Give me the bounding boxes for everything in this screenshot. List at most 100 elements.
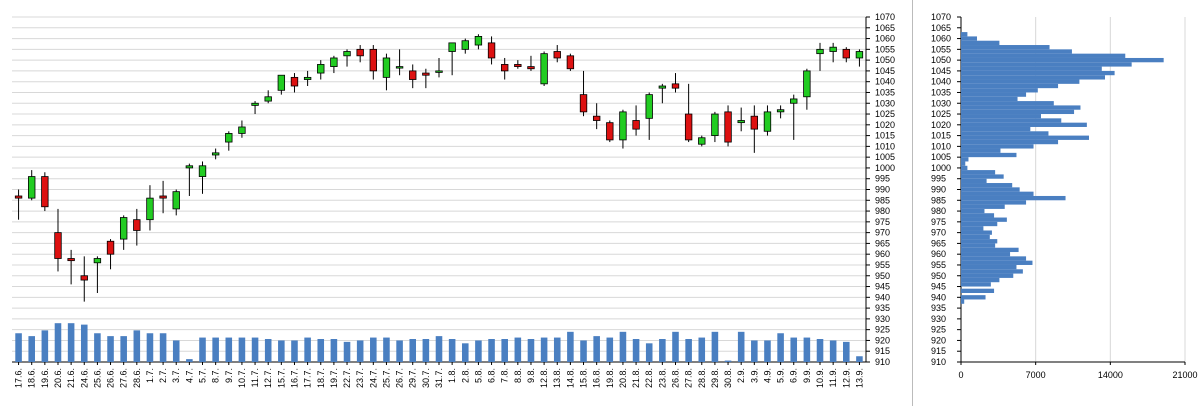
volume-bar bbox=[764, 340, 771, 362]
profile-bar bbox=[961, 92, 1027, 97]
candle-body bbox=[422, 72, 430, 76]
y-tick-label: 1010 bbox=[931, 141, 951, 151]
volume-bar bbox=[159, 333, 167, 362]
candle-body bbox=[330, 57, 338, 67]
volume-bar bbox=[370, 337, 377, 362]
x-tick-label: 9.9. bbox=[802, 368, 812, 383]
y-tick-label: 1065 bbox=[875, 23, 895, 33]
y-tick-label: 1045 bbox=[931, 66, 951, 76]
y-tick-label: 1035 bbox=[931, 87, 951, 97]
profile-bar bbox=[961, 66, 1102, 71]
volume-bar bbox=[251, 337, 259, 362]
x-tick-label: 25.6. bbox=[92, 368, 102, 388]
profile-bar bbox=[961, 49, 1072, 54]
volume-bar bbox=[146, 333, 154, 362]
x-tick-label: 1.7. bbox=[145, 368, 155, 383]
volume-bar bbox=[580, 340, 587, 362]
x-tick-label: 11.7. bbox=[250, 368, 260, 387]
volume-bar bbox=[330, 339, 338, 362]
profile-bar bbox=[961, 195, 1066, 201]
profile-bar bbox=[961, 70, 1115, 76]
volume-bar bbox=[553, 337, 561, 362]
volume-bar bbox=[619, 331, 627, 362]
volume-bar bbox=[120, 336, 127, 362]
candle-body bbox=[369, 48, 377, 72]
profile-bar bbox=[961, 213, 995, 218]
y-tick-label: 1045 bbox=[875, 66, 895, 76]
x-tick-label: 17.7. bbox=[303, 368, 313, 388]
y-tick-label: 945 bbox=[931, 282, 946, 292]
profile-bar bbox=[961, 83, 1059, 89]
volume-bar bbox=[448, 339, 456, 362]
candle-body bbox=[658, 85, 667, 89]
x-tick-label: 30.7. bbox=[421, 368, 431, 388]
x-tick-label: 22.7. bbox=[342, 368, 352, 388]
volume-bar bbox=[645, 343, 653, 362]
x-tick-label: 5.7. bbox=[198, 368, 208, 383]
x-tick-label: 10.7. bbox=[237, 368, 247, 388]
y-tick-label: 985 bbox=[931, 195, 946, 205]
candle-body bbox=[855, 51, 864, 59]
profile-bar bbox=[961, 256, 1027, 261]
candle-body bbox=[14, 195, 23, 199]
profile-bar bbox=[961, 299, 965, 304]
profile-bar bbox=[961, 174, 1004, 179]
volume-bar bbox=[540, 337, 548, 362]
y-tick-label: 1015 bbox=[875, 131, 895, 141]
profile-bar bbox=[961, 165, 968, 171]
volume-bar bbox=[567, 331, 574, 362]
x-tick-label: 20.6. bbox=[53, 368, 63, 388]
profile-bar bbox=[961, 36, 977, 41]
candle-body bbox=[395, 66, 404, 69]
profile-bar bbox=[961, 187, 1020, 192]
x-tick-label: 31.7. bbox=[434, 368, 444, 388]
x-tick-label: 21.6. bbox=[66, 368, 76, 388]
y-tick-label: 950 bbox=[875, 271, 890, 281]
volume-bar bbox=[54, 323, 62, 362]
candle-body bbox=[172, 191, 180, 210]
profile-bar bbox=[961, 252, 1011, 257]
profile-bar bbox=[961, 243, 996, 248]
y-tick-label: 915 bbox=[931, 346, 946, 356]
x-tick-label: 23.7. bbox=[355, 368, 365, 388]
y-tick-label: 1060 bbox=[875, 34, 895, 44]
profile-bar bbox=[961, 101, 1054, 106]
profile-bar bbox=[961, 239, 998, 244]
profile-bar bbox=[961, 170, 996, 175]
volume-bar bbox=[698, 337, 706, 362]
y-tick-label: 980 bbox=[931, 206, 946, 216]
y-tick-label: 910 bbox=[875, 357, 890, 367]
volume-bar bbox=[94, 333, 101, 362]
y-tick-label: 945 bbox=[875, 282, 890, 292]
x-tick-label: 11.9. bbox=[828, 368, 838, 387]
candle-body bbox=[185, 165, 194, 169]
profile-bar bbox=[961, 234, 990, 240]
volume-bar bbox=[711, 331, 719, 362]
profile-bar bbox=[961, 191, 1034, 196]
x-tick-label: 6.9. bbox=[789, 368, 799, 383]
candle-body bbox=[474, 36, 483, 46]
volume-bar bbox=[80, 324, 88, 362]
profile-bar bbox=[961, 264, 1017, 270]
profile-bar bbox=[961, 260, 1033, 265]
x-tick-label: 18.6. bbox=[27, 368, 37, 388]
volume-bar bbox=[199, 337, 206, 362]
candle-body bbox=[28, 176, 36, 199]
candle-body bbox=[290, 76, 299, 87]
candle-body bbox=[409, 70, 417, 80]
y-tick-label: 940 bbox=[931, 292, 946, 302]
y-tick-label: 955 bbox=[875, 260, 890, 270]
profile-bar bbox=[961, 32, 968, 37]
volume-bar bbox=[659, 339, 666, 362]
x-tick-label: 26.7. bbox=[395, 368, 405, 388]
y-tick-label: 935 bbox=[931, 303, 946, 313]
y-tick-label: 1000 bbox=[931, 163, 951, 173]
volume-profile-chart: 0 7000 14000 210009109159209259309359409459… bbox=[931, 12, 1198, 380]
y-tick-label: 1055 bbox=[875, 44, 895, 54]
candle-body bbox=[606, 122, 614, 141]
x-tick-label: 12.7. bbox=[263, 368, 273, 388]
profile-bar bbox=[961, 208, 985, 214]
candle-body bbox=[448, 42, 456, 52]
x-tick-label: 7.8. bbox=[500, 368, 510, 383]
profile-bar bbox=[961, 139, 1059, 145]
